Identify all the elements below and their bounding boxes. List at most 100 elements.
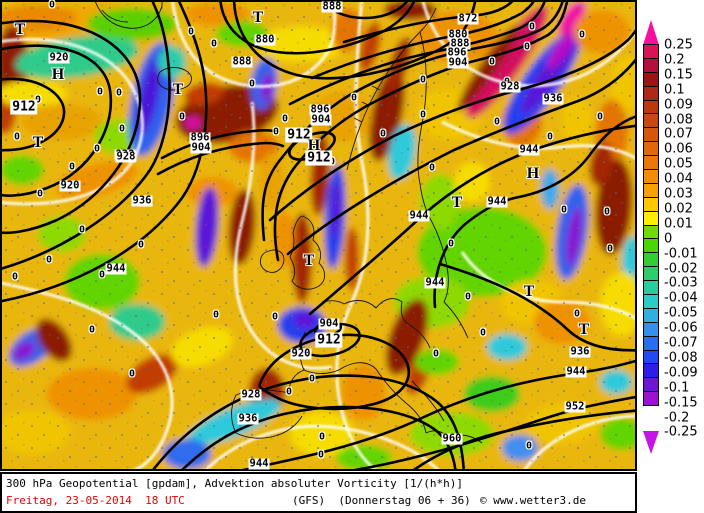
colorbar-tick-label: -0.04 [664,290,698,306]
colorbar-cell [643,391,659,407]
contour-label-888: 888 [321,0,343,13]
colorbar-tick-label: -0.25 [664,424,698,440]
contour-label-904: 904 [310,113,332,126]
colorbar-cell [643,99,659,115]
zero-isoline-label: 0 [596,111,604,123]
colorbar-tick-label: 0.25 [664,37,693,53]
colorbar-tick-label: 0.07 [664,126,693,142]
zero-isoline-label: 0 [488,56,496,68]
zero-isoline-label: 0 [350,92,358,104]
contour-label-888: 888 [449,37,471,50]
low-pressure-marker: T [303,252,315,269]
colorbar-tick-label: -0.2 [664,410,690,425]
contour-label-896: 896 [189,131,211,144]
zero-isoline-label: 0 [523,41,531,53]
colorbar-cell [643,321,659,337]
colorbar-cell [643,280,659,296]
zero-isoline-label: 0 [428,162,436,174]
zero-isoline-label: 0 [212,309,220,321]
zero-isoline-label: 0 [68,161,76,173]
contour-label-944: 944 [565,365,587,378]
colorbar-tick-label: 0 [664,231,673,247]
colorbar-tick-label: -0.01 [664,246,698,262]
zero-isoline-label: 0 [528,21,536,33]
colorbar-cells [643,44,659,407]
colorbar-cell [643,169,659,184]
colorbar: 0.25 0.2 0.15 0.1 0.09 0.08 0.07 0.06 0.05 0.04 0.… [643,20,703,465]
zero-isoline-label: 0 [45,254,53,266]
contour-label-944: 944 [248,457,270,470]
zero-isoline-label: 0 [379,128,387,140]
colorbar-cell [643,182,659,198]
colorbar-cell [643,224,659,240]
colorbar-tick-label: -0.07 [664,335,698,351]
contour-label-952: 952 [564,400,586,413]
zero-isoline-label: 0 [606,243,614,255]
colorbar-tick-label: 0.2 [664,52,685,68]
zero-isoline-label: 0 [308,373,316,385]
contour-label-920: 920 [48,51,70,64]
contour-label-880: 880 [447,28,469,41]
contour-label-920: 920 [290,347,312,360]
contour-label-920: 920 [59,179,81,192]
zero-isoline-label: 0 [36,188,44,200]
colorbar-tick-label: 0.05 [664,156,693,172]
zero-isoline-label: 0 [317,449,325,461]
zero-isoline-label: 0 [419,74,427,86]
colorbar-cell [643,294,659,309]
colorbar-tick-label: -0.03 [664,275,698,291]
zero-isoline-label: 0 [493,116,501,128]
contour-label-888: 888 [231,55,253,68]
zero-isoline-label: 0 [573,308,581,320]
contour-label-904: 904 [190,141,212,154]
colorbar-cell [643,349,659,365]
colorbar-cell [643,57,659,73]
contour-label-960: 960 [441,432,463,445]
contour-label-928: 928 [115,150,137,163]
colorbar-tick-label: -0.08 [664,350,698,366]
zero-isoline-label: 0 [98,269,106,281]
zero-isoline-label: 0 [560,204,568,216]
zero-isoline-label: 0 [96,86,104,98]
zero-isoline-label: 0 [419,109,427,121]
colorbar-tick-label: 0.03 [664,186,693,202]
high-pressure-marker: H [51,66,65,83]
zero-isoline-label: 0 [115,87,123,99]
contour-label-880: 880 [254,33,276,46]
low-pressure-marker: T [172,81,184,98]
contour-label-912: 912 [315,332,343,348]
contour-label-872: 872 [457,12,479,25]
zero-isoline-label: 0 [88,324,96,336]
colorbar-cell [643,127,659,143]
caption-credit: © www.wetter3.de [480,494,586,507]
colorbar-tick-label: -0.05 [664,305,698,321]
colorbar-tick-label: 0.01 [664,216,693,232]
colorbar-tick-label: 0.02 [664,201,693,217]
zero-isoline-label: 0 [525,440,533,452]
colorbar-tick-label: -0.1 [664,380,690,396]
colorbar-cell [643,155,659,171]
colorbar-tick-label: -0.15 [664,395,698,411]
contour-label-936: 936 [569,345,591,358]
colorbar-cell [643,266,659,282]
zero-isoline-label: 0 [187,26,195,38]
colorbar-tick-label: 0.15 [664,67,693,83]
colorbar-cell [643,335,659,351]
colorbar-cell [643,307,659,323]
zero-isoline-label: 0 [48,0,56,11]
colorbar-tick-label: -0.02 [664,261,698,276]
contour-label-928: 928 [499,80,521,93]
contour-label-944: 944 [424,276,446,289]
zero-isoline-label: 0 [272,126,280,138]
contour-label-936: 936 [237,412,259,425]
low-pressure-marker: T [14,21,26,38]
high-pressure-marker: H [307,137,321,154]
zero-isoline-label: 0 [93,143,101,155]
zero-isoline-label: 0 [318,431,326,443]
zero-isoline-label: 0 [285,386,293,398]
zero-isoline-label: 0 [78,224,86,236]
caption-box: 300 hPa Geopotential [gpdam], Advektion … [0,472,637,513]
contour-label-896: 896 [446,46,468,59]
zero-isoline-label: 0 [11,271,19,283]
